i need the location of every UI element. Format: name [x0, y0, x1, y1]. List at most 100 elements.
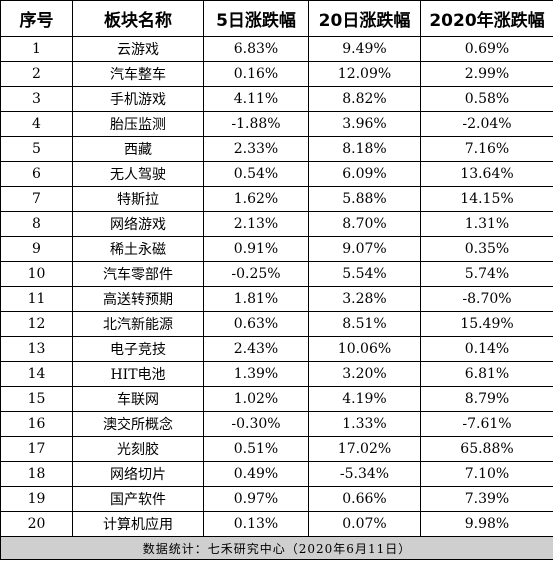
change-20day: 0.66%	[308, 486, 421, 512]
header-20day-change: 20日涨跌幅	[308, 0, 421, 37]
change-20day: 5.88%	[308, 186, 421, 212]
table-row: 16 澳交所概念 -0.30% 1.33% -7.61%	[0, 411, 553, 437]
change-ytd: 13.64%	[420, 161, 553, 187]
row-index: 20	[0, 511, 73, 537]
table-row: 14 HIT电池 1.39% 3.20% 6.81%	[0, 361, 553, 387]
change-20day: 8.82%	[308, 86, 421, 112]
change-20day: 3.96%	[308, 111, 421, 137]
change-ytd: 5.74%	[420, 261, 553, 287]
row-index: 13	[0, 336, 73, 362]
row-index: 2	[0, 61, 73, 87]
change-5day: 1.62%	[203, 186, 309, 212]
change-20day: 17.02%	[308, 436, 421, 462]
change-5day: 0.63%	[203, 311, 309, 337]
change-ytd: 2.99%	[420, 61, 553, 87]
sector-name: HIT电池	[72, 361, 204, 387]
sector-name: 网络切片	[72, 461, 204, 487]
change-ytd: 0.35%	[420, 236, 553, 262]
row-index: 14	[0, 361, 73, 387]
row-index: 16	[0, 411, 73, 437]
change-20day: 8.51%	[308, 311, 421, 337]
row-index: 17	[0, 436, 73, 462]
change-ytd: 7.16%	[420, 136, 553, 162]
sector-name: 高送转预期	[72, 286, 204, 312]
change-ytd: 65.88%	[420, 436, 553, 462]
table-row: 13 电子竞技 2.43% 10.06% 0.14%	[0, 336, 553, 362]
table-row: 3 手机游戏 4.11% 8.82% 0.58%	[0, 86, 553, 112]
sector-name: 胎压监测	[72, 111, 204, 137]
change-5day: 1.39%	[203, 361, 309, 387]
table-row: 5 西藏 2.33% 8.18% 7.16%	[0, 136, 553, 162]
change-ytd: 0.14%	[420, 336, 553, 362]
table-row: 9 稀土永磁 0.91% 9.07% 0.35%	[0, 236, 553, 262]
change-20day: 10.06%	[308, 336, 421, 362]
row-index: 12	[0, 311, 73, 337]
change-20day: -5.34%	[308, 461, 421, 487]
change-5day: 0.91%	[203, 236, 309, 262]
row-index: 15	[0, 386, 73, 412]
change-5day: 0.51%	[203, 436, 309, 462]
footer-row: 数据统计：七禾研究中心（2020年6月11日）	[0, 536, 553, 560]
row-index: 7	[0, 186, 73, 212]
sector-name: 光刻胶	[72, 436, 204, 462]
change-ytd: 14.15%	[420, 186, 553, 212]
change-ytd: -7.61%	[420, 411, 553, 437]
table-row: 4 胎压监测 -1.88% 3.96% -2.04%	[0, 111, 553, 137]
row-index: 3	[0, 86, 73, 112]
change-5day: 4.11%	[203, 86, 309, 112]
sector-name: 稀土永磁	[72, 236, 204, 262]
change-20day: 9.49%	[308, 36, 421, 62]
sector-name: 汽车零部件	[72, 261, 204, 287]
change-20day: 0.07%	[308, 511, 421, 537]
row-index: 4	[0, 111, 73, 137]
table-body: 1 云游戏 6.83% 9.49% 0.69% 2 汽车整车 0.16% 12.09% 2.99%…	[0, 36, 553, 537]
header-5day-change: 5日涨跌幅	[203, 0, 309, 37]
table-row: 1 云游戏 6.83% 9.49% 0.69%	[0, 36, 553, 62]
table-row: 20 计算机应用 0.13% 0.07% 9.98%	[0, 511, 553, 537]
change-ytd: 1.31%	[420, 211, 553, 237]
change-5day: 1.02%	[203, 386, 309, 412]
sector-name: 手机游戏	[72, 86, 204, 112]
sector-name: 汽车整车	[72, 61, 204, 87]
table-row: 8 网络游戏 2.13% 8.70% 1.31%	[0, 211, 553, 237]
table-row: 2 汽车整车 0.16% 12.09% 2.99%	[0, 61, 553, 87]
change-ytd: 0.69%	[420, 36, 553, 62]
change-20day: 9.07%	[308, 236, 421, 262]
table-row: 17 光刻胶 0.51% 17.02% 65.88%	[0, 436, 553, 462]
header-row: 序号 板块名称 5日涨跌幅 20日涨跌幅 2020年涨跌幅	[0, 0, 553, 37]
change-ytd: 7.39%	[420, 486, 553, 512]
sector-name: 车联网	[72, 386, 204, 412]
table-row: 18 网络切片 0.49% -5.34% 7.10%	[0, 461, 553, 487]
change-ytd: 15.49%	[420, 311, 553, 337]
change-5day: 2.13%	[203, 211, 309, 237]
change-ytd: 9.98%	[420, 511, 553, 537]
sector-name: 西藏	[72, 136, 204, 162]
table-row: 6 无人驾驶 0.54% 6.09% 13.64%	[0, 161, 553, 187]
change-20day: 8.18%	[308, 136, 421, 162]
sector-name: 无人驾驶	[72, 161, 204, 187]
sector-name: 云游戏	[72, 36, 204, 62]
sector-name: 电子竞技	[72, 336, 204, 362]
change-20day: 5.54%	[308, 261, 421, 287]
sector-name: 澳交所概念	[72, 411, 204, 437]
change-ytd: 7.10%	[420, 461, 553, 487]
header-sector-name: 板块名称	[72, 0, 204, 37]
change-20day: 1.33%	[308, 411, 421, 437]
row-index: 11	[0, 286, 73, 312]
row-index: 8	[0, 211, 73, 237]
table-row: 7 特斯拉 1.62% 5.88% 14.15%	[0, 186, 553, 212]
change-5day: 0.13%	[203, 511, 309, 537]
row-index: 1	[0, 36, 73, 62]
change-5day: 6.83%	[203, 36, 309, 62]
row-index: 18	[0, 461, 73, 487]
change-ytd: 8.79%	[420, 386, 553, 412]
header-ytd-change: 2020年涨跌幅	[420, 0, 553, 37]
change-5day: -0.30%	[203, 411, 309, 437]
change-20day: 6.09%	[308, 161, 421, 187]
change-5day: 0.16%	[203, 61, 309, 87]
sector-name: 计算机应用	[72, 511, 204, 537]
change-ytd: -8.70%	[420, 286, 553, 312]
table-row: 11 高送转预期 1.81% 3.28% -8.70%	[0, 286, 553, 312]
change-5day: 2.43%	[203, 336, 309, 362]
change-ytd: 0.58%	[420, 86, 553, 112]
